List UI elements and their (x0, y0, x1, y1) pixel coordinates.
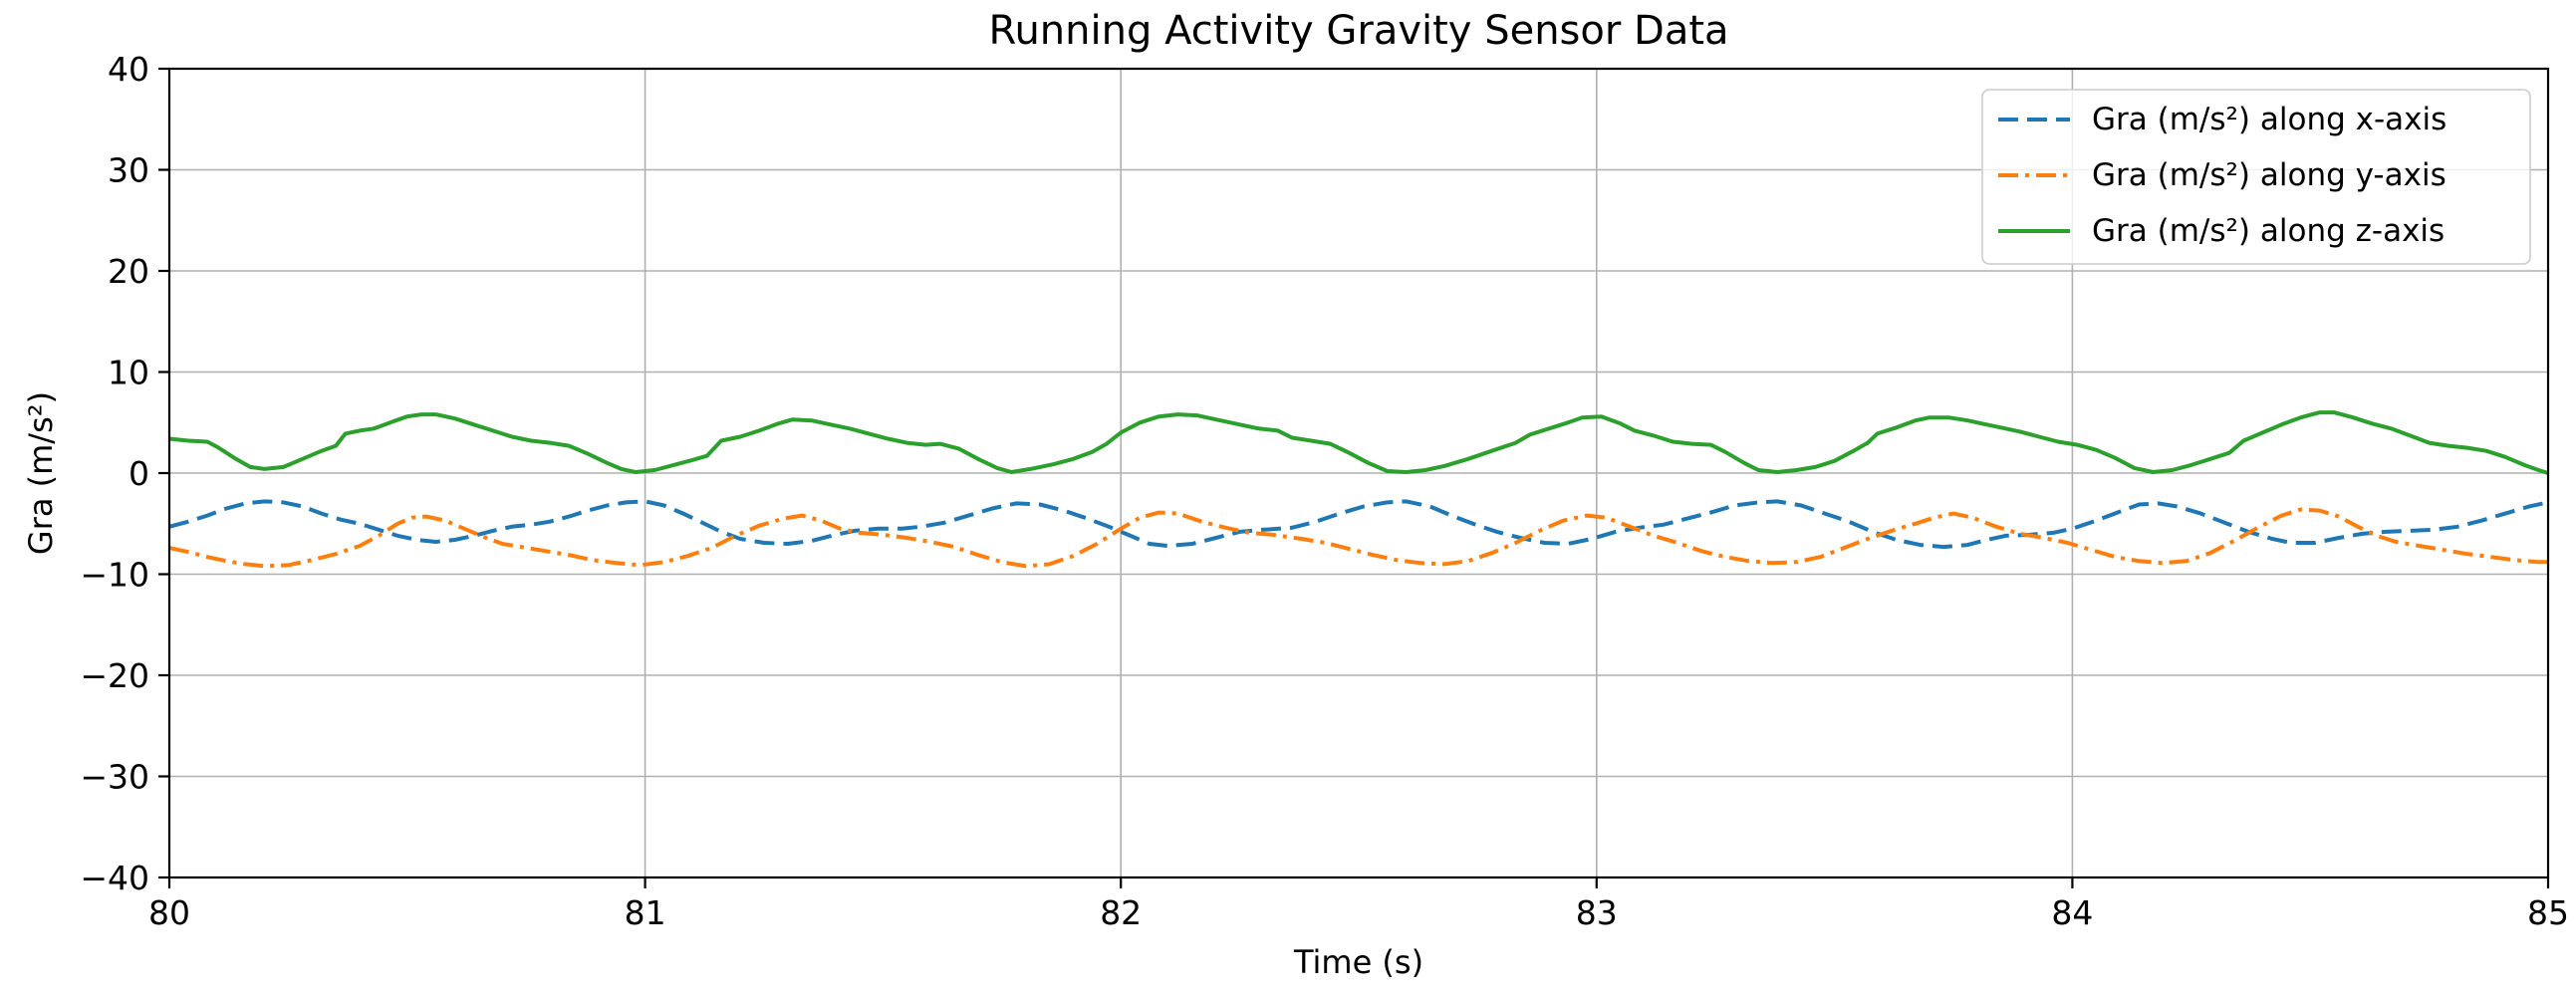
y-tick-label: 10 (108, 354, 149, 392)
x-axis-label: Time (s) (1293, 943, 1423, 981)
series-line-x-axis (168, 499, 2549, 550)
series-layer (168, 410, 2549, 569)
tick-layer: 80 81 82 83 84 85 40 30 20 10 0 −10 −20 −30 −40 (80, 50, 2569, 932)
legend-label: Gra (m/s²) along y-axis (2092, 157, 2447, 193)
x-tick-label: 83 (1576, 893, 1618, 932)
y-axis-label: Gra (m/s²) (22, 391, 60, 555)
y-tick-label: 0 (129, 454, 149, 493)
legend: Gra (m/s²) along x-axis Gra (m/s²) along … (1981, 89, 2531, 265)
y-tick-label: 40 (108, 50, 149, 89)
series-line-z-axis (168, 410, 2549, 475)
series-line-y-axis (168, 507, 2548, 569)
y-tick-label: 20 (108, 252, 149, 291)
y-tick-label: −20 (80, 656, 149, 695)
x-tick-label: 81 (625, 893, 666, 932)
y-tick-label: 30 (108, 151, 149, 190)
legend-label: Gra (m/s²) along x-axis (2092, 102, 2447, 137)
x-tick-label: 82 (1100, 893, 1142, 932)
chart-title: Running Activity Gravity Sensor Data (988, 8, 1728, 54)
legend-box (1981, 89, 2531, 265)
x-tick-label: 84 (2051, 893, 2093, 932)
y-tick-label: −40 (80, 859, 149, 897)
y-tick-label: −30 (80, 758, 149, 797)
y-tick-label: −10 (80, 556, 149, 595)
legend-label: Gra (m/s²) along z-axis (2092, 213, 2445, 249)
x-tick-label: 80 (148, 893, 190, 932)
x-tick-label: 85 (2527, 893, 2569, 932)
